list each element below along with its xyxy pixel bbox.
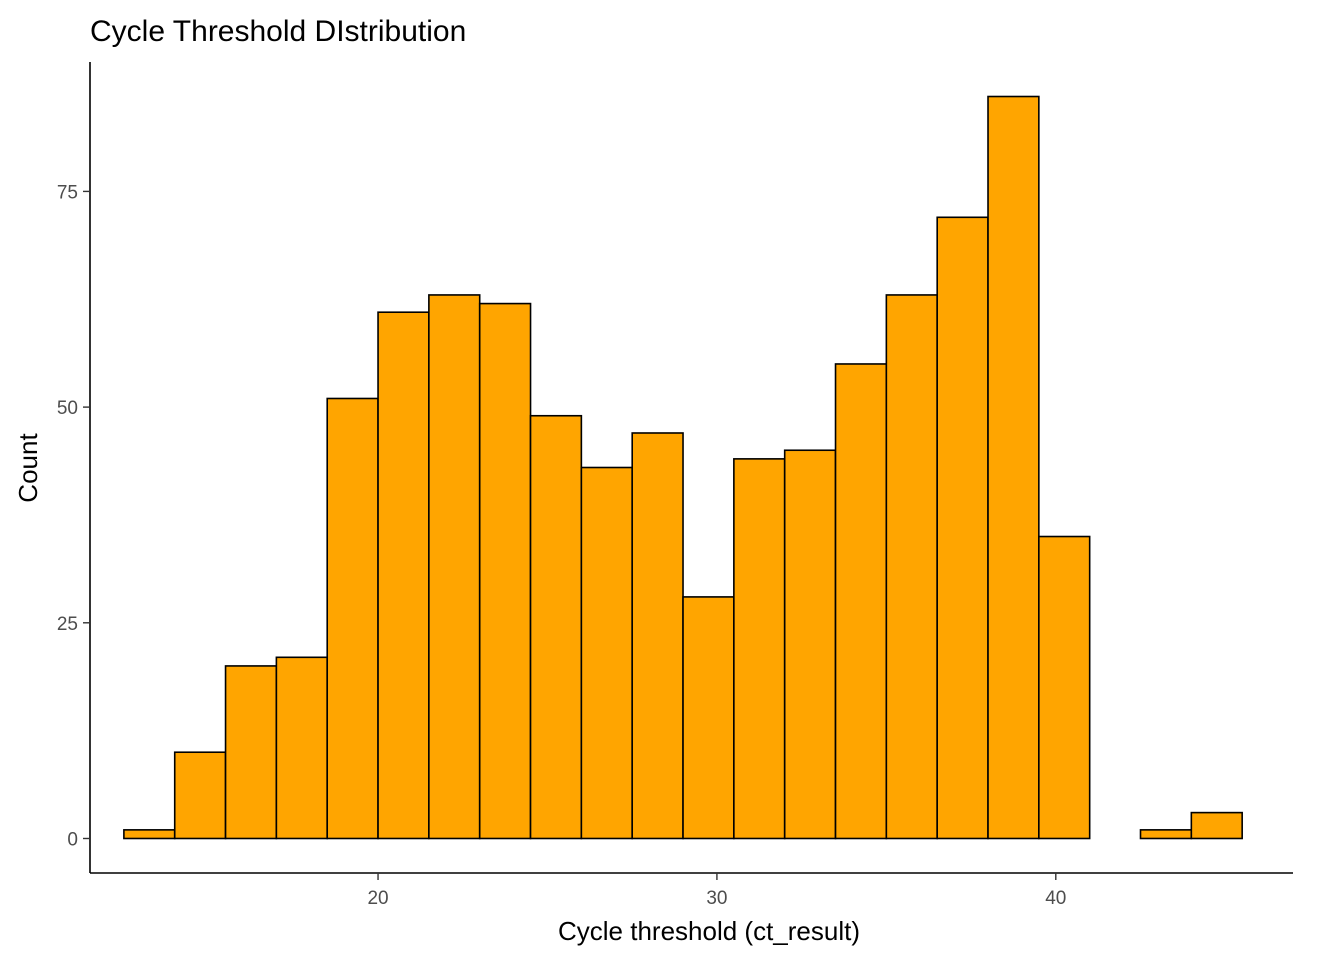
histogram-bar-1 [173,751,227,840]
y-tick-label-3: 75 [57,182,78,203]
histogram-bar-16 [936,216,989,840]
histogram-bar-21 [1190,811,1243,840]
histogram-bar-10 [631,432,684,840]
histogram-bar-20 [1139,829,1193,840]
histogram-bar-6 [428,294,481,840]
ticks-group: 20 30 40 0 25 50 75 [57,182,1066,909]
histogram-bar-17 [987,95,1040,840]
y-tick-label-2: 50 [57,398,78,419]
y-tick-label-1: 25 [57,614,78,635]
x-axis-title: Cycle threshold (ct_result) [558,916,860,946]
y-axis-title: Count [13,433,43,503]
histogram-bar-0 [123,829,176,840]
bars-group [123,95,1243,840]
histogram-bar-13 [783,449,837,840]
histogram-bar-4 [326,397,379,840]
histogram-bar-5 [377,311,430,840]
histogram-bar-7 [478,302,532,840]
histogram-bar-8 [529,414,583,840]
y-tick-label-0: 0 [67,829,78,850]
histogram-bar-14 [834,363,888,840]
histogram-bar-9 [580,466,633,840]
histogram-bar-12 [733,458,786,840]
histogram-bar-15 [885,294,938,840]
histogram-bar-3 [275,656,329,840]
x-tick-label-1: 30 [706,888,727,909]
x-tick-label-2: 40 [1045,888,1066,909]
histogram-bar-11 [682,596,735,840]
x-tick-label-0: 20 [367,888,388,909]
axes-group [89,62,1293,874]
histogram-bar-2 [224,665,278,840]
histogram-bar-18 [1038,535,1091,840]
chart-title: Cycle Threshold DIstribution [90,15,466,48]
